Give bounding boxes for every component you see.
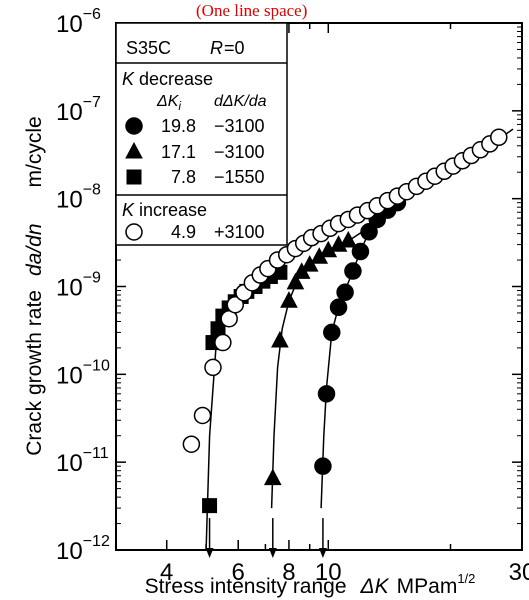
legend-decrease-heading: K decrease: [122, 69, 213, 89]
fitted-curve: [320, 192, 412, 509]
y-tick-label: 10−10: [56, 357, 110, 389]
legend-dki-value: 7.8: [171, 167, 196, 187]
data-point-circle: [490, 128, 508, 147]
data-point-circle: [323, 323, 341, 342]
data-point-circle: [360, 223, 378, 241]
y-axis-title: Crack growth rate da/dn m/cycle: [23, 116, 46, 455]
x-axis-title-unit: MPam: [397, 575, 458, 598]
x-tick-label: 4: [160, 559, 173, 586]
legend-increase-text: increase: [134, 200, 207, 220]
data-point-triangle: [263, 468, 282, 486]
x-tick-label: 10: [315, 559, 342, 586]
x-tick-label: 8: [282, 559, 295, 586]
data-point-circle: [226, 295, 245, 314]
y-tick-label: 10−8: [56, 182, 101, 214]
y-tick-label-mantissa: 10: [56, 11, 83, 38]
legend-material: S35C: [126, 38, 171, 58]
header-note: (One line space): [196, 1, 308, 20]
x-tick-label: 30: [509, 559, 529, 586]
legend-dki-value: 4.9: [171, 222, 196, 242]
x-axis-title: Stress intensity range ΔK MPam1/2: [145, 571, 476, 598]
y-tick-label-exponent: −11: [83, 445, 109, 462]
legend-decrease-symbol: K: [122, 69, 135, 89]
legend-col-dki-sub: i: [178, 99, 181, 113]
data-point-triangle: [280, 291, 298, 308]
legend-marker-circle: [125, 223, 143, 241]
data-point-circle: [204, 358, 222, 377]
data-point-triangle: [271, 330, 289, 348]
y-tick-label: 10−12: [56, 533, 110, 565]
data-point-circle: [351, 242, 370, 261]
threshold-arrow-head: [268, 548, 277, 558]
legend-rate-value: −3100: [214, 142, 265, 162]
legend-dki-value: 19.8: [161, 116, 196, 136]
y-tick-label-exponent: −10: [83, 357, 110, 374]
threshold-arrow-head: [318, 548, 327, 558]
threshold-arrows: [205, 518, 327, 558]
legend-ratio-symbol: R: [210, 38, 223, 58]
y-tick-label-exponent: −8: [83, 182, 101, 199]
legend-rate-value: −3100: [214, 116, 265, 136]
y-tick-label: 10−6: [56, 6, 101, 38]
y-tick-label: 10−7: [56, 94, 101, 126]
data-point-circle: [193, 406, 212, 425]
legend-ratio-value: =0: [224, 38, 245, 58]
x-axis-title-symbol: ΔK: [360, 575, 390, 598]
legend-marker-circle: [125, 117, 143, 135]
x-tick-label: 6: [232, 559, 245, 586]
legend-increase-heading: K increase: [122, 200, 207, 220]
y-tick-label-exponent: −7: [83, 94, 101, 111]
x-axis-title-prefix: Stress intensity range: [145, 575, 347, 598]
threshold-arrow-head: [205, 548, 214, 558]
legend-marker-square: [126, 169, 142, 185]
legend-frame: [115, 22, 288, 246]
y-tick-label: 10−9: [56, 270, 101, 302]
legend-dki-value: 17.1: [161, 142, 196, 162]
y-tick-label-mantissa: 10: [56, 99, 83, 126]
legend-col-dki: ΔKi: [156, 93, 181, 113]
legend-rows: 19.8 −3100 17.1 −3100 7.8 −1550 4.9 +3100: [125, 116, 265, 242]
legend-col-dki-main: ΔK: [156, 93, 180, 110]
legend-increase-symbol: K: [122, 200, 135, 220]
legend: S35C R =0 K decrease ΔKi dΔK/da 19.8 −310…: [115, 22, 288, 246]
y-tick-label-exponent: −9: [83, 270, 101, 287]
legend-decrease-text: decrease: [134, 69, 213, 89]
y-axis-title-prefix: Crack growth rate: [23, 290, 46, 456]
data-point-circle: [317, 385, 336, 403]
y-tick-label-mantissa: 10: [56, 187, 83, 214]
data-point-circle: [329, 298, 348, 317]
data-point-triangle: [339, 230, 358, 248]
y-tick-label-mantissa: 10: [56, 362, 83, 389]
data-point-circle: [344, 262, 362, 280]
y-tick-label-exponent: −6: [83, 6, 101, 23]
legend-rate-value: +3100: [214, 222, 265, 242]
legend-marker-triangle: [125, 141, 143, 159]
y-tick-label-mantissa: 10: [56, 450, 83, 477]
y-axis-title-unit: m/cycle: [23, 116, 46, 187]
legend-rate-value: −1550: [214, 167, 265, 187]
y-tick-label-exponent: −12: [83, 533, 110, 550]
data-point-triangle: [286, 272, 305, 290]
y-tick-label-mantissa: 10: [56, 538, 83, 565]
y-tick-label-mantissa: 10: [56, 275, 83, 302]
data-point-circle: [214, 333, 232, 352]
data-point-circle: [182, 435, 201, 453]
data-point-square: [202, 498, 218, 514]
data-point-circle: [336, 283, 354, 302]
legend-col-rate: dΔK/da: [214, 93, 267, 110]
x-axis-title-unit-exp: 1/2: [457, 571, 475, 586]
data-points: [182, 128, 508, 514]
y-tick-label: 10−11: [56, 445, 109, 477]
y-axis-title-symbol: da/dn: [23, 223, 46, 276]
data-point-circle: [314, 457, 332, 475]
